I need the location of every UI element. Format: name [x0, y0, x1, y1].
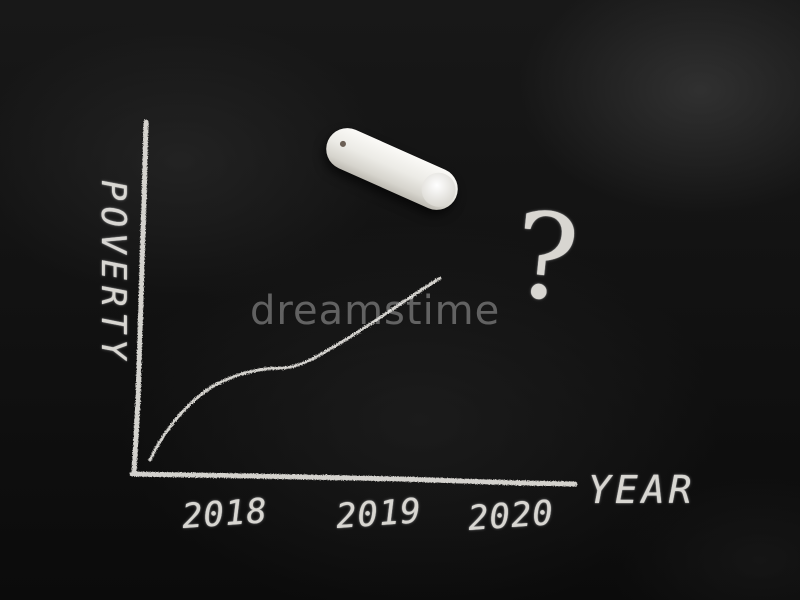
y-axis-label: POVERTY	[93, 180, 133, 366]
year-label: 2018	[180, 491, 270, 537]
year-label: 2019	[334, 491, 424, 537]
year-label: 2020	[466, 493, 556, 539]
trend-line	[148, 276, 442, 462]
x-axis-line	[129, 471, 578, 487]
y-axis-line	[131, 119, 149, 477]
x-axis-label: YEAR	[588, 468, 696, 512]
watermark: dreamstime	[250, 288, 501, 334]
